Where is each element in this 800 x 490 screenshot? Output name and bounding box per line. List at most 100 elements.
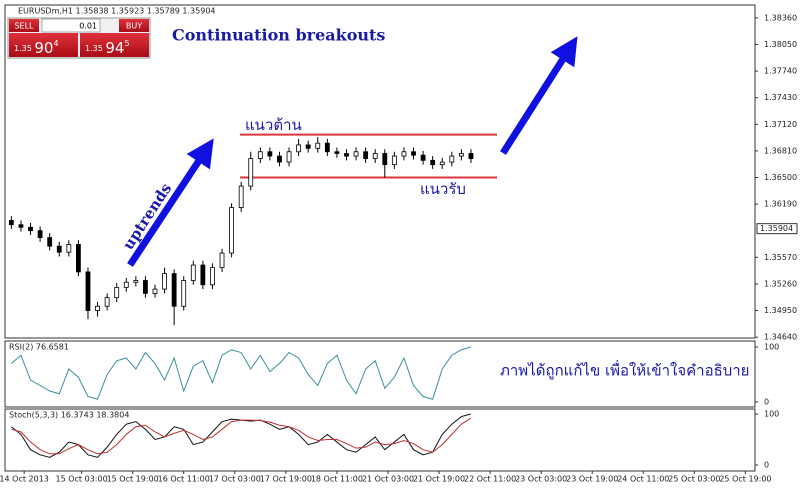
- x-tick-label: 24 Oct 11:00: [617, 475, 669, 484]
- candle-body: [219, 252, 225, 269]
- candle-body: [286, 151, 292, 163]
- candle-body: [152, 288, 158, 294]
- sell-price-box[interactable]: [9, 33, 78, 57]
- x-tick-label: 23 Oct 19:00: [566, 475, 618, 484]
- x-tick-label: 17 Oct 19:00: [260, 475, 312, 484]
- x-tick-label: 18 Oct 11:00: [311, 475, 363, 484]
- candle-body: [104, 297, 110, 307]
- stoch-panel: [4, 408, 756, 472]
- candle-body: [401, 151, 407, 157]
- y-tick-label: 100: [764, 343, 779, 352]
- candle-body: [353, 151, 359, 157]
- candle-body: [267, 151, 273, 157]
- candle-body: [468, 153, 474, 160]
- y-tick-label: 1.34950: [764, 306, 797, 315]
- level-label: แนวต้าน: [245, 116, 302, 134]
- candle-body: [143, 280, 148, 294]
- current-price-box: [756, 223, 798, 235]
- candle-body: [439, 161, 445, 166]
- current-price-label: 1.35904: [760, 224, 793, 233]
- x-tick-label: 25 Oct 03:00: [668, 475, 720, 484]
- candle-body: [277, 155, 282, 163]
- candle-body: [37, 230, 43, 238]
- candle-body: [229, 207, 234, 254]
- candle-body: [363, 151, 369, 160]
- x-tick-label: 23 Oct 03:00: [515, 475, 567, 484]
- candle-body: [162, 273, 167, 290]
- x-tick-label: 17 Oct 03:00: [209, 475, 261, 484]
- buy-label: BUY: [126, 22, 142, 31]
- candle-body: [411, 151, 416, 156]
- candle-body: [95, 305, 100, 311]
- x-tick-label: 25 Oct 19:00: [719, 475, 771, 484]
- y-tick-label: 1.37120: [764, 120, 797, 129]
- candle-body: [18, 224, 24, 228]
- x-tick-label: 15 Oct 19:00: [107, 475, 159, 484]
- candle-body: [123, 281, 129, 288]
- candle-body: [449, 155, 455, 163]
- candle-body: [76, 244, 81, 273]
- sell-price: 1.35 904: [14, 39, 59, 57]
- price-prefix: 1.35: [14, 44, 32, 53]
- x-tick-label: 14 Oct 2013: [0, 475, 49, 484]
- price-prefix: 1.35: [85, 44, 103, 53]
- candle-body: [334, 151, 340, 154]
- candle-body: [114, 286, 120, 299]
- y-tick-label: 1.38360: [764, 13, 797, 22]
- lot-value: 0.01: [79, 22, 97, 31]
- candle-body: [190, 264, 196, 281]
- sell-button[interactable]: [9, 19, 39, 32]
- candle-body: [382, 153, 388, 166]
- candle-body: [296, 144, 302, 153]
- price-sup: 4: [53, 39, 58, 48]
- x-tick-label: 21 Oct 03:00: [362, 475, 414, 484]
- candle-body: [391, 155, 397, 166]
- candle-body: [85, 271, 91, 311]
- candle-body: [324, 142, 330, 153]
- stoch-title: Stoch(5,3,3) 16.3743 18.3804: [9, 411, 129, 420]
- y-tick-label: 1.34640: [764, 333, 797, 342]
- y-tick-label: 1.35570: [764, 253, 797, 262]
- note: ภาพได้ถูกแก้ไข เพื่อให้เข้าใจคำอธิบาย: [500, 360, 749, 380]
- x-tick-label: 22 Oct 11:00: [464, 475, 516, 484]
- candle-body: [8, 220, 14, 226]
- candle-body: [56, 245, 62, 253]
- y-tick-label: 100: [764, 410, 779, 419]
- y-tick-label: 1.36500: [764, 173, 797, 182]
- price-big: 90: [34, 39, 53, 57]
- uptrend-arrow: [127, 138, 214, 267]
- symbol-header: EURUSDm,H1 1.35838 1.35923 1.35789 1.359…: [18, 7, 216, 16]
- y-tick-label: 0: [764, 398, 769, 407]
- y-tick-label: 1.37740: [764, 67, 797, 76]
- candle-body: [133, 280, 139, 283]
- price-sup: 5: [124, 39, 129, 48]
- x-tick-label: 21 Oct 19:00: [413, 475, 465, 484]
- candle-body: [238, 185, 244, 208]
- buy-price-box[interactable]: [80, 33, 149, 57]
- breakout-arrow: [500, 36, 578, 155]
- candle-body: [181, 280, 187, 307]
- price-big: 94: [105, 39, 124, 57]
- candle-body: [305, 144, 311, 149]
- candle-body: [66, 244, 72, 253]
- main-panel: [4, 4, 756, 339]
- y-tick-label: 0: [764, 461, 769, 470]
- y-tick-label: 1.36190: [764, 200, 797, 209]
- y-tick-label: 1.37430: [764, 93, 797, 102]
- buy-price: 1.35 945: [85, 39, 130, 57]
- buy-button[interactable]: [119, 19, 149, 32]
- y-tick-label: 1.38050: [764, 40, 797, 49]
- y-tick-label: 1.35260: [764, 279, 797, 288]
- candle-body: [344, 153, 349, 157]
- candle-body: [257, 151, 263, 160]
- indicator-line: [11, 346, 472, 400]
- indicator-line: [11, 417, 472, 455]
- candle-body: [458, 153, 464, 157]
- lot-input[interactable]: [41, 18, 101, 33]
- candle-body: [171, 273, 177, 307]
- candle-body: [200, 264, 206, 286]
- candle-body: [372, 153, 378, 160]
- candle-body: [47, 237, 53, 247]
- candle-body: [430, 159, 436, 166]
- candle-body: [28, 226, 33, 232]
